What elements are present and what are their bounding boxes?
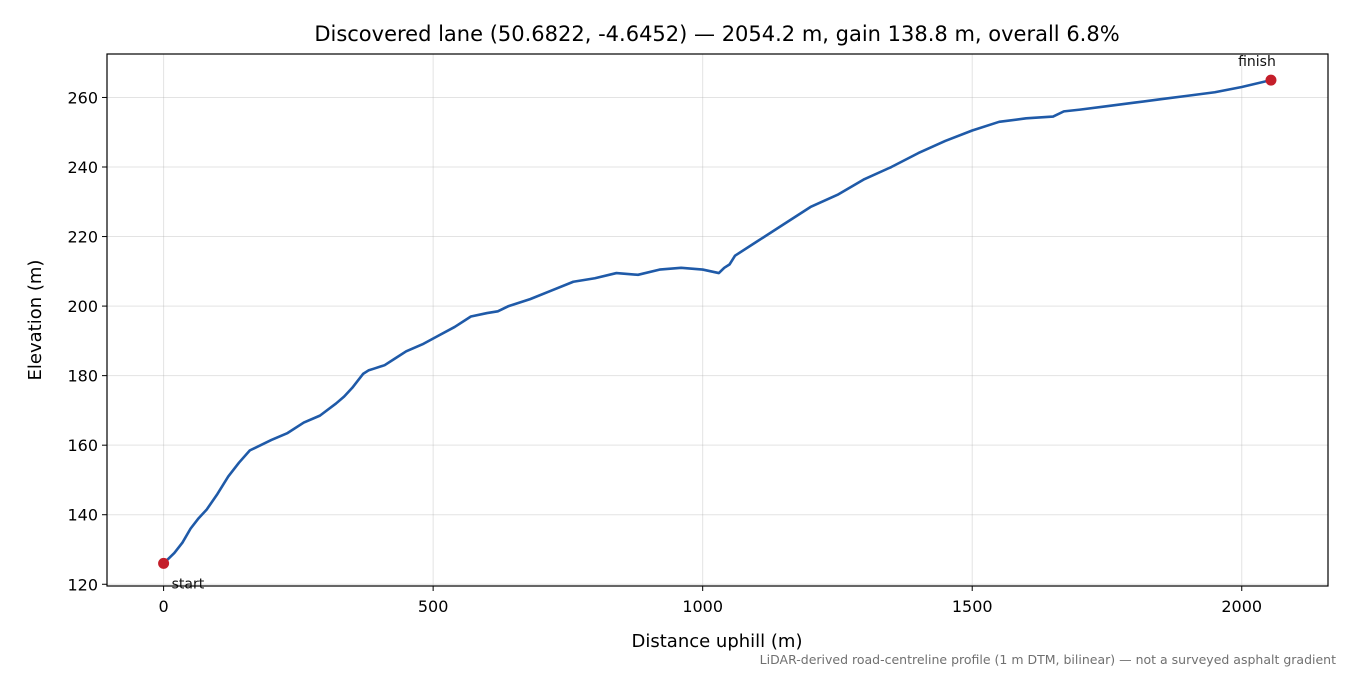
x-gridlines	[163, 54, 1243, 586]
finish-marker	[1265, 74, 1277, 86]
finish-label: finish	[1238, 54, 1276, 70]
endpoint-annotations: start finish	[172, 54, 1276, 592]
y-axis-ticks: 120 140 160 180 200 220 240 260	[67, 88, 107, 594]
y-tick-label-3: 180	[67, 367, 98, 386]
x-tick-label-4: 2000	[1221, 597, 1262, 616]
y-tick-label-5: 220	[67, 228, 98, 247]
start-label: start	[172, 576, 205, 592]
x-tick-label-1: 500	[418, 597, 449, 616]
y-tick-label-0: 120	[67, 575, 98, 594]
y-gridlines	[107, 96, 1328, 585]
plot-frame	[106, 53, 1329, 587]
y-tick-label-4: 200	[67, 297, 98, 316]
y-tick-label-1: 140	[67, 506, 98, 525]
y-tick-label-7: 260	[67, 88, 98, 107]
y-axis-label: Elevation (m)	[25, 260, 46, 381]
x-axis-ticks: 0 500 1000 1500 2000	[159, 586, 1262, 616]
elevation-profile-line	[162, 78, 1273, 565]
footnote: LiDAR-derived road-centreline profile (1…	[760, 652, 1336, 667]
x-tick-label-3: 1500	[952, 597, 993, 616]
chart-title: Discovered lane (50.6822, -4.6452) — 205…	[314, 22, 1119, 46]
y-tick-label-2: 160	[67, 436, 98, 455]
start-marker	[158, 557, 170, 569]
x-tick-label-2: 1000	[682, 597, 723, 616]
y-tick-label-6: 240	[67, 158, 98, 177]
x-axis-label: Distance uphill (m)	[632, 631, 803, 652]
x-tick-label-0: 0	[159, 597, 169, 616]
endpoint-markers	[158, 74, 1277, 569]
